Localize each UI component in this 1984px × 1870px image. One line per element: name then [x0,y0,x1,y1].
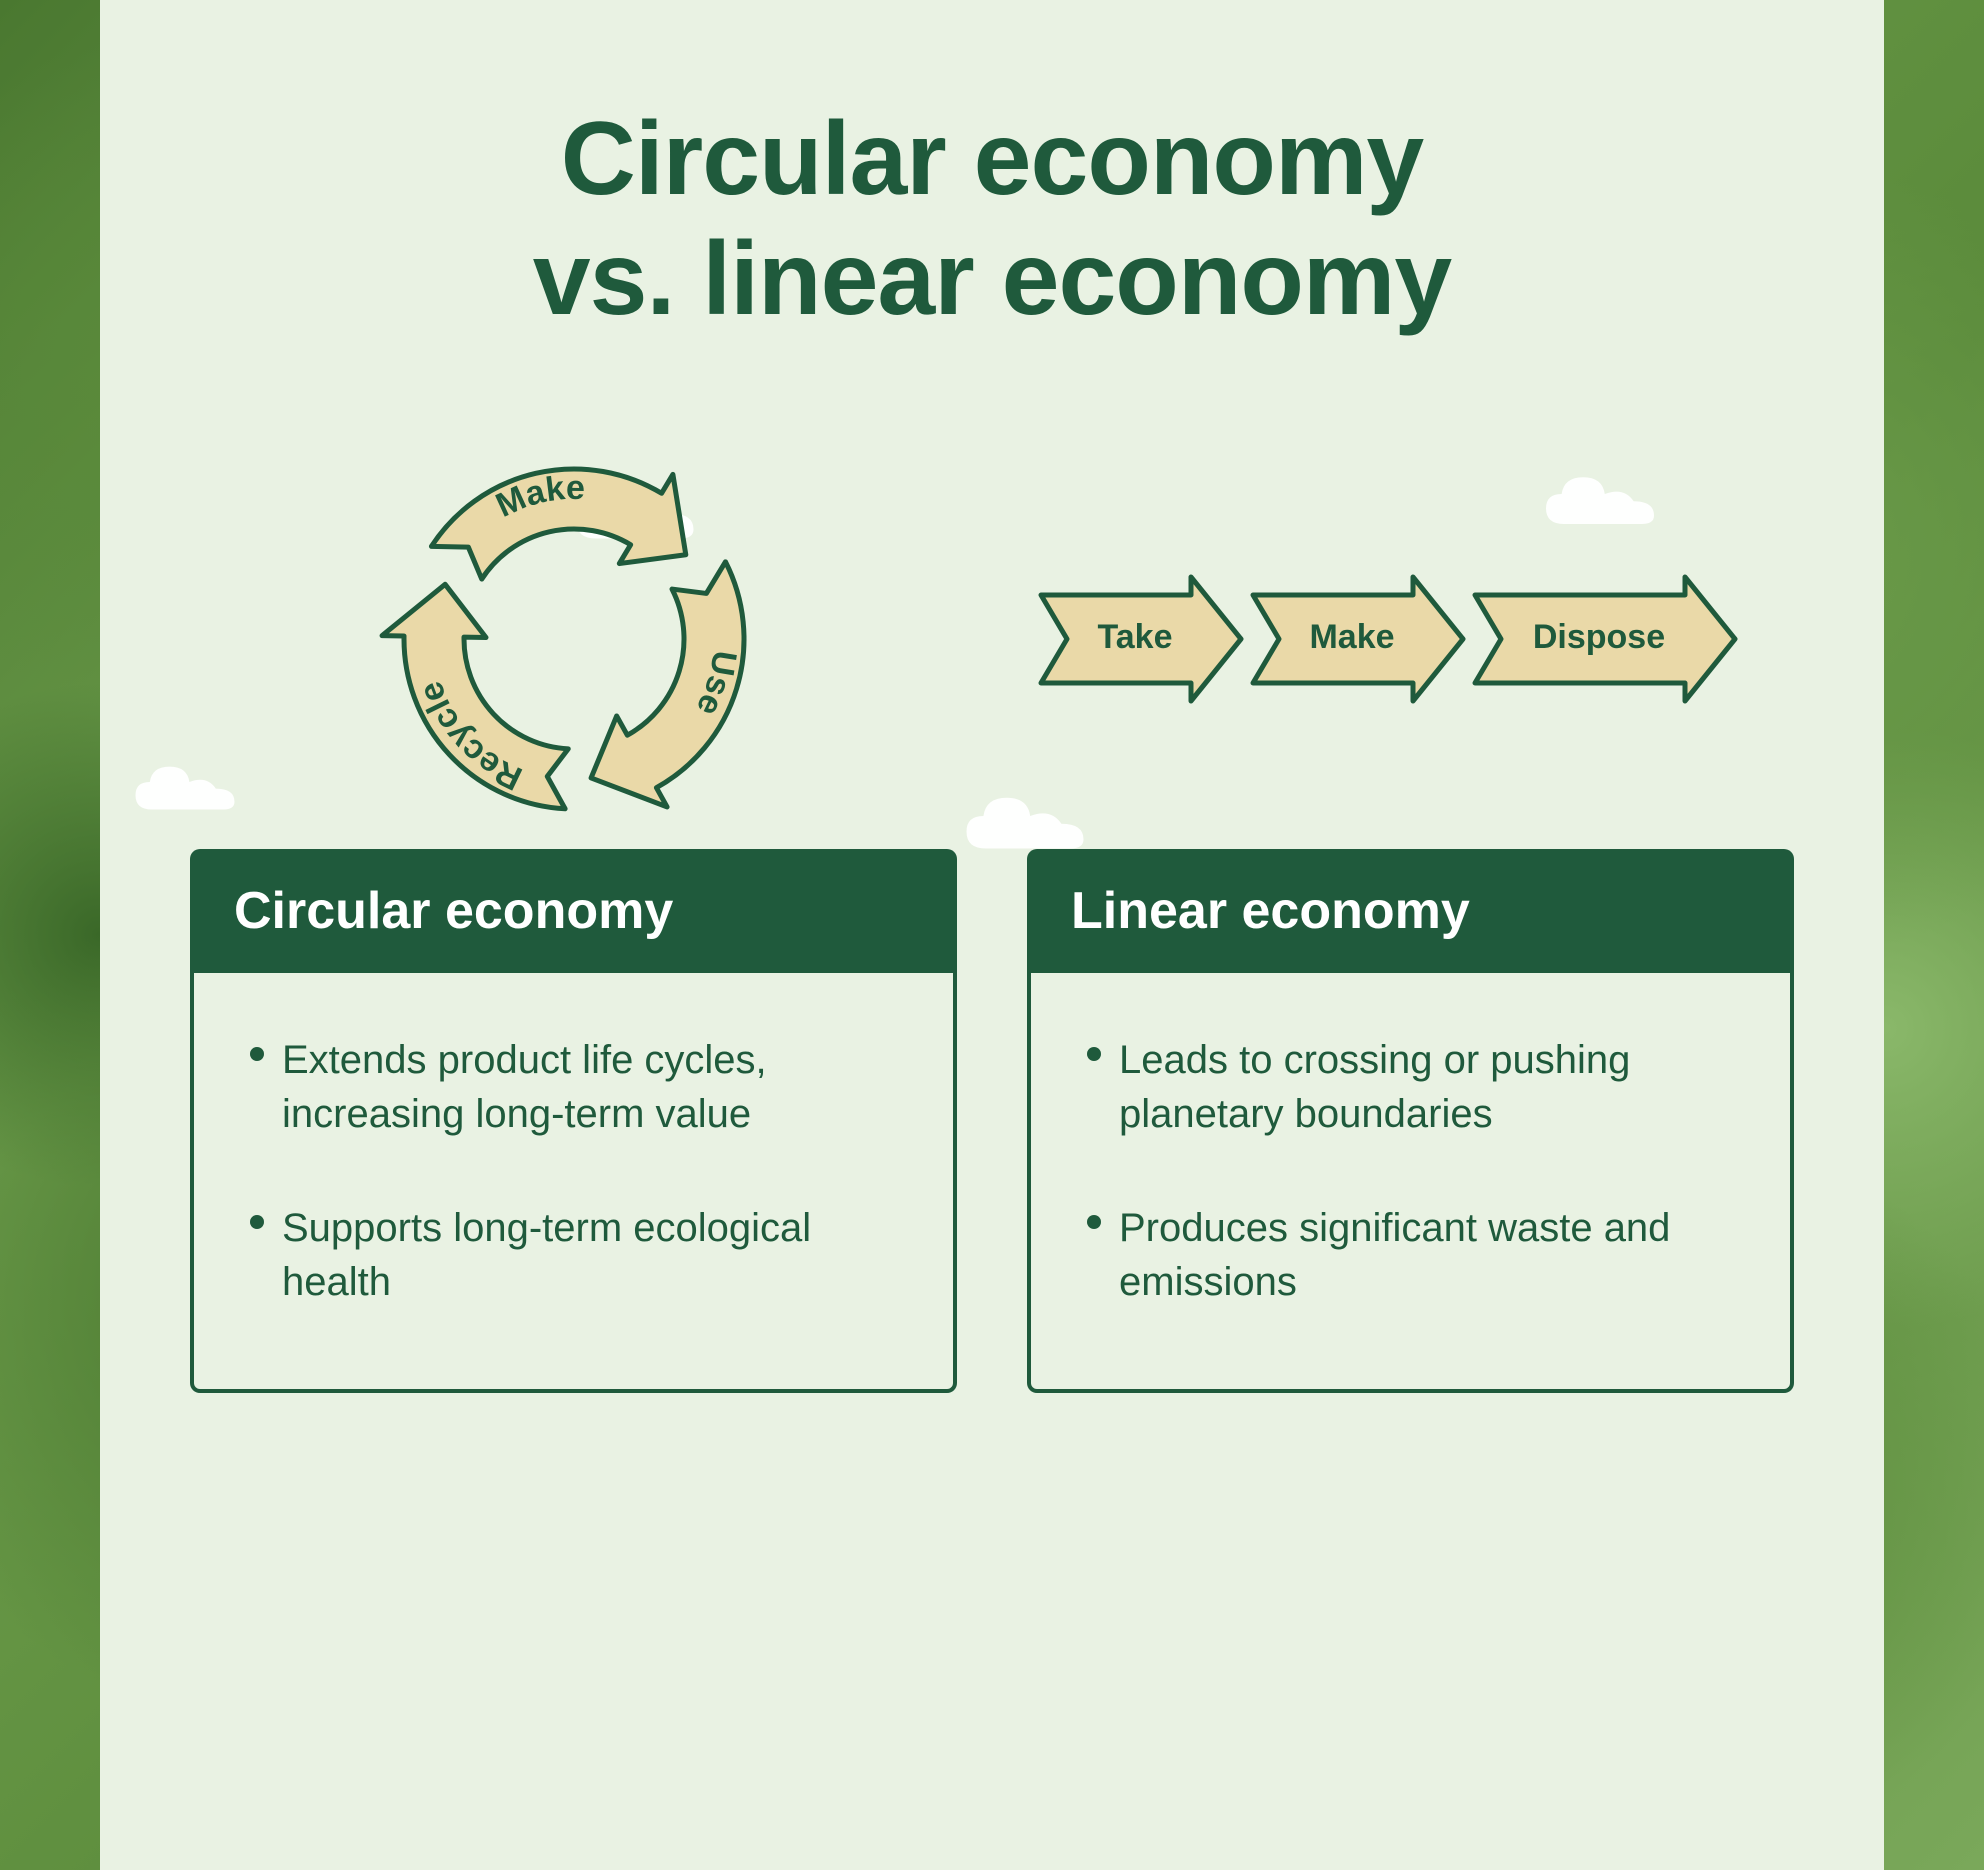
bullet-text: Extends product life cycles, increasing … [282,1033,897,1141]
linear-column: Take Make Dispose Linear economy Leads to … [1027,429,1794,1393]
title-line2: vs. linear economy [533,221,1451,337]
circular-body: Extends product life cycles, increasing … [190,973,957,1393]
circular-diagram: MakeUseRecycle [190,429,957,849]
bullet-dot-icon [1087,1047,1101,1061]
title-line1: Circular economy [561,101,1424,217]
bullet-item: Produces significant waste and emissions [1087,1201,1734,1309]
bullet-dot-icon [1087,1215,1101,1229]
main-panel: Circular economy vs. linear economy Make… [100,0,1884,1870]
page-title: Circular economy vs. linear economy [190,100,1794,339]
bullet-item: Supports long-term ecological health [250,1201,897,1309]
linear-arrows-icon: Take Make Dispose [1031,569,1791,709]
linear-header: Linear economy [1027,849,1794,973]
bullet-text: Leads to crossing or pushing planetary b… [1119,1033,1734,1141]
bullet-text: Produces significant waste and emissions [1119,1201,1734,1309]
columns: MakeUseRecycle Circular economy Extends … [190,429,1794,1393]
svg-text:Take: Take [1097,618,1172,656]
circular-header: Circular economy [190,849,957,973]
linear-diagram: Take Make Dispose [1027,429,1794,849]
linear-body: Leads to crossing or pushing planetary b… [1027,973,1794,1393]
bullet-item: Extends product life cycles, increasing … [250,1033,897,1141]
bullet-item: Leads to crossing or pushing planetary b… [1087,1033,1734,1141]
svg-text:Dispose: Dispose [1532,618,1664,656]
circular-column: MakeUseRecycle Circular economy Extends … [190,429,957,1393]
bullet-dot-icon [250,1215,264,1229]
bullet-text: Supports long-term ecological health [282,1201,897,1309]
svg-text:Make: Make [1309,618,1394,656]
bullet-dot-icon [250,1047,264,1061]
cycle-arrows-icon: MakeUseRecycle [303,369,844,910]
